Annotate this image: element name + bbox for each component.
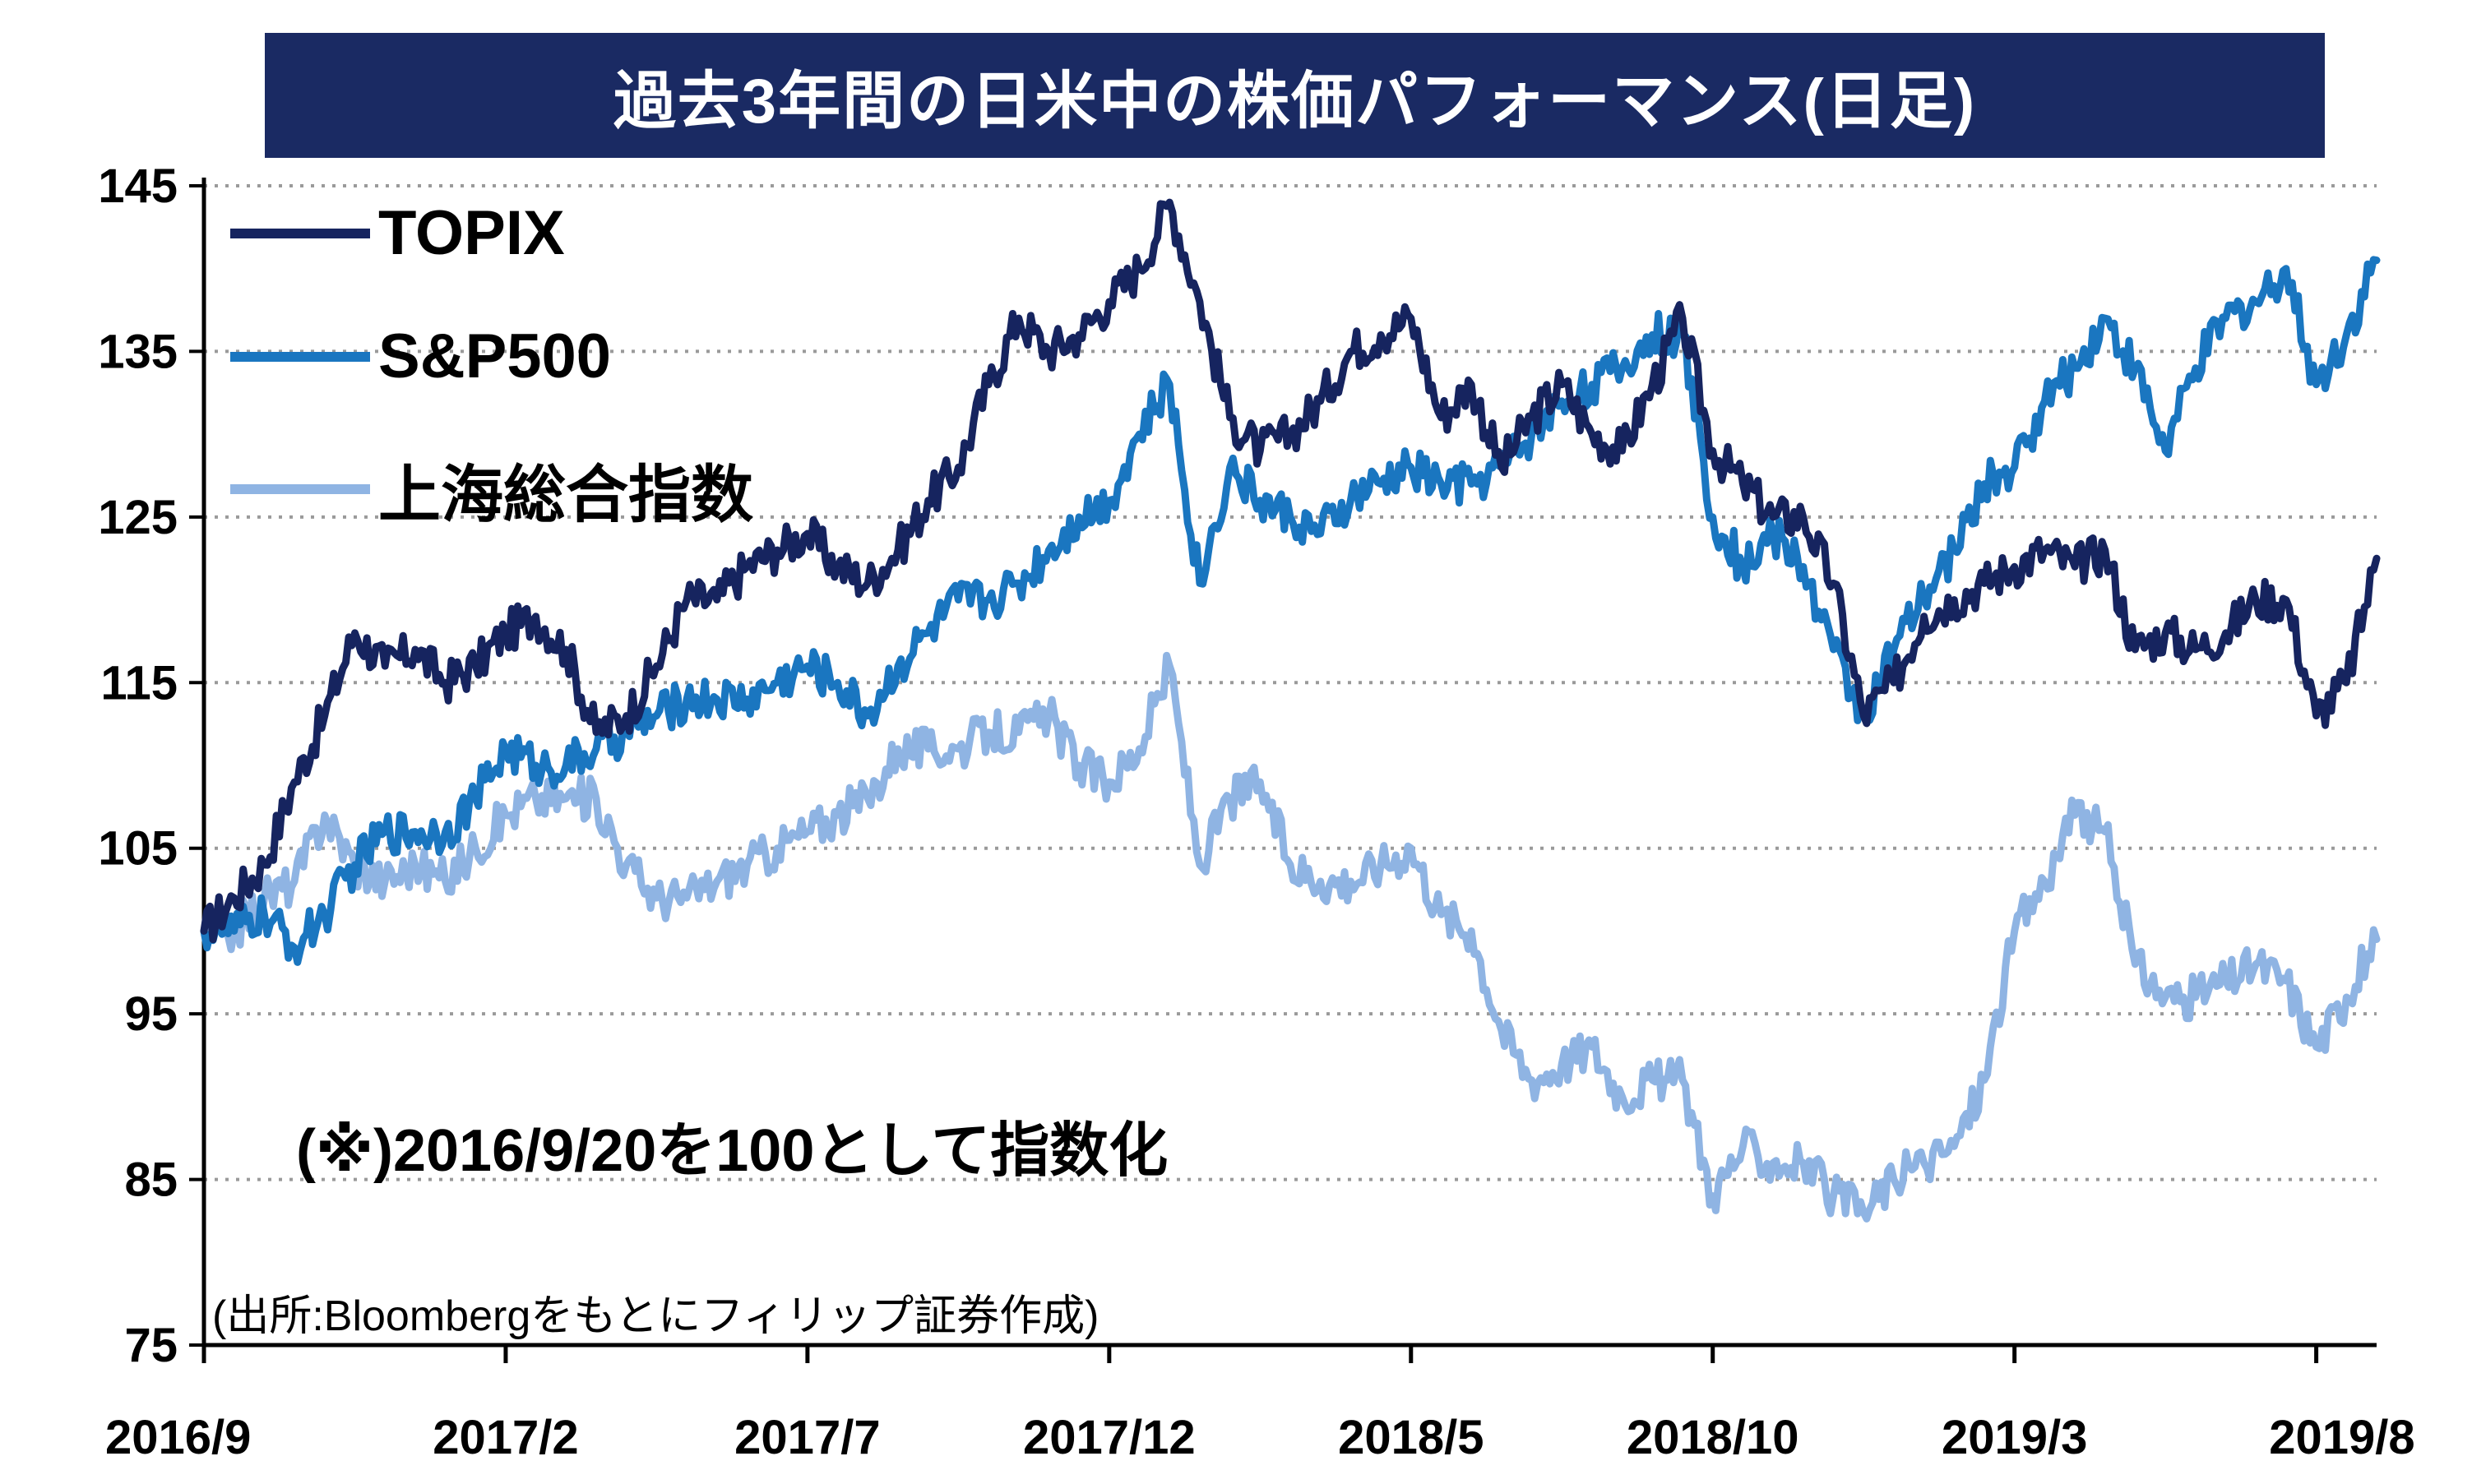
- legend-item-sp500: S&P500: [230, 321, 611, 392]
- series-lines: [200, 198, 2381, 1223]
- legend-label-sp500: S&P500: [378, 321, 612, 391]
- y-tick-label: 75: [124, 1319, 178, 1372]
- series-line-1: [200, 256, 2381, 966]
- legend-label-shanghai: 上海総合指数: [378, 460, 753, 530]
- source-note: (出所:Bloombergをもとにフィリップ証券作成): [212, 1292, 1099, 1340]
- legend-label-topix: TOPIX: [378, 198, 565, 268]
- y-tick-label: 145: [98, 159, 178, 213]
- index-note: (※)2016/9/20を100として指数化: [296, 1118, 1169, 1184]
- y-tick-label: 105: [98, 822, 178, 876]
- series-line-0: [200, 198, 2381, 944]
- y-tick-label: 95: [124, 987, 178, 1041]
- y-tick-label: 125: [98, 491, 178, 544]
- legend-swatch-sp500: [230, 351, 370, 362]
- legend-item-topix: TOPIX: [230, 197, 565, 269]
- y-tick-label: 135: [98, 325, 178, 378]
- x-tick-label: 2017/7: [734, 1411, 880, 1464]
- chart-title: 過去3年間の日米中の株価パフォーマンス(日足): [265, 33, 2325, 158]
- x-axis-ticks: 2016/9 2017/2 2017/7 2017/12 2018/5 2018/10 20…: [105, 1345, 2415, 1464]
- x-tick-label: 2019/8: [2269, 1411, 2414, 1464]
- legend-swatch-shanghai: [230, 484, 370, 494]
- x-tick-label: 2017/12: [1023, 1411, 1196, 1464]
- y-tick-label: 85: [124, 1153, 178, 1207]
- y-tick-label: 115: [100, 656, 178, 710]
- y-axis-ticks: 145 135 125 115 105 95 85 75: [98, 159, 204, 1372]
- x-tick-label: 2016/9: [105, 1411, 251, 1464]
- legend-swatch-topix: [230, 228, 370, 238]
- legend-item-shanghai: 上海総合指数: [230, 444, 753, 534]
- series-line-2: [200, 651, 2381, 1223]
- x-tick-label: 2019/3: [1942, 1411, 2087, 1464]
- x-tick-label: 2017/2: [433, 1411, 578, 1464]
- x-tick-label: 2018/10: [1627, 1411, 1799, 1464]
- x-tick-label: 2018/5: [1338, 1411, 1484, 1464]
